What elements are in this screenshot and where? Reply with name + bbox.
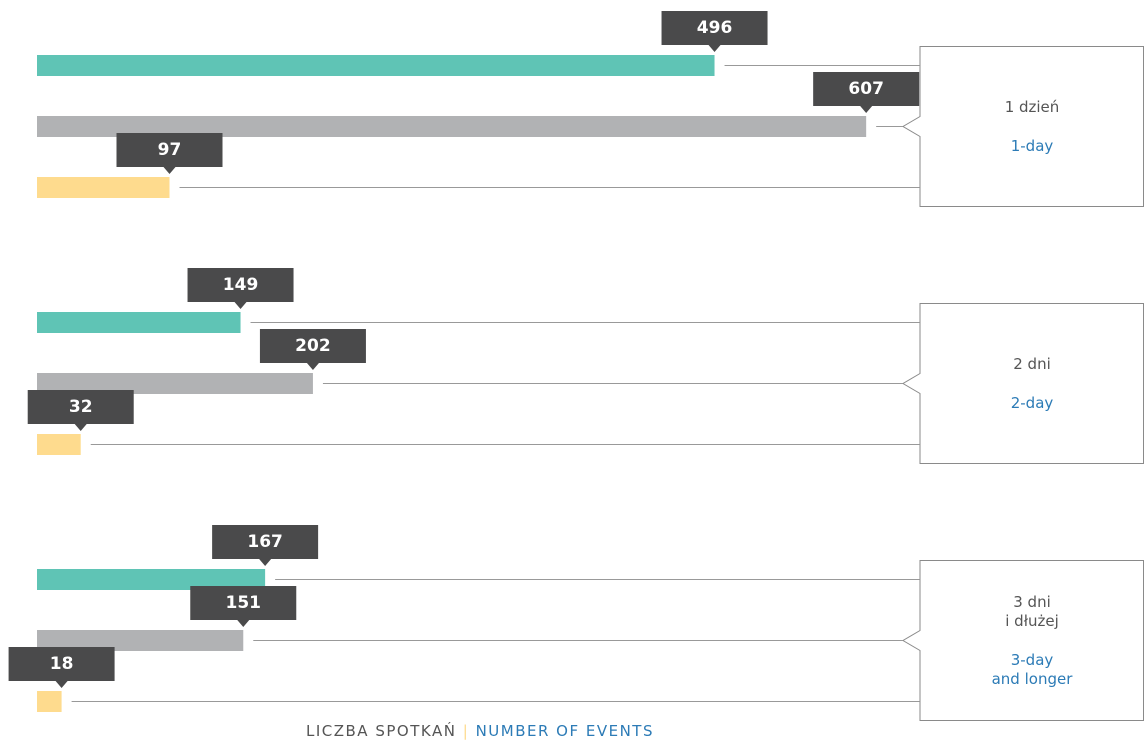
bar bbox=[37, 691, 62, 712]
value-label: 151 bbox=[226, 593, 262, 613]
bar bbox=[37, 177, 170, 198]
separator: | bbox=[462, 722, 470, 740]
category-box bbox=[902, 46, 1144, 207]
category-label: 2 dni bbox=[1013, 354, 1051, 373]
x-label-en: NUMBER OF EVENTS bbox=[475, 722, 654, 740]
category-box bbox=[902, 560, 1144, 721]
value-label-box bbox=[8, 647, 115, 688]
category-label-en: 1-day bbox=[1010, 136, 1054, 155]
bar bbox=[37, 569, 266, 590]
bar bbox=[37, 312, 241, 333]
bar bbox=[37, 434, 81, 455]
value-label: 149 bbox=[223, 275, 259, 295]
value-label: 202 bbox=[295, 336, 331, 356]
value-label: 18 bbox=[50, 654, 74, 674]
x-label-pl: LICZBA SPOTKAŃ bbox=[305, 722, 457, 740]
value-label-box bbox=[661, 11, 768, 52]
value-label-box bbox=[212, 525, 319, 566]
value-label: 32 bbox=[69, 397, 93, 417]
value-label-box bbox=[187, 268, 294, 309]
category-box bbox=[902, 303, 1144, 464]
bar bbox=[37, 373, 313, 394]
bar bbox=[37, 116, 867, 137]
value-label-box bbox=[27, 390, 134, 431]
value-label-box bbox=[190, 586, 297, 627]
category-label: 1 dzień bbox=[1004, 97, 1060, 116]
value-label-box bbox=[116, 133, 223, 174]
category-label-en: 2-day bbox=[1010, 393, 1054, 412]
category-label: 3 dni i dłużej bbox=[1005, 592, 1059, 630]
value-label-box bbox=[259, 329, 366, 370]
bar bbox=[37, 630, 244, 651]
bar bbox=[37, 55, 715, 76]
value-label: 496 bbox=[697, 18, 733, 38]
value-label: 97 bbox=[158, 140, 182, 160]
value-label-box bbox=[813, 72, 920, 113]
x-axis-label: LICZBA SPOTKAŃ | NUMBER OF EVENTS bbox=[0, 722, 960, 740]
value-label: 167 bbox=[247, 532, 283, 552]
category-label-en: 3-day and longer bbox=[991, 650, 1073, 688]
value-label: 607 bbox=[848, 79, 884, 99]
